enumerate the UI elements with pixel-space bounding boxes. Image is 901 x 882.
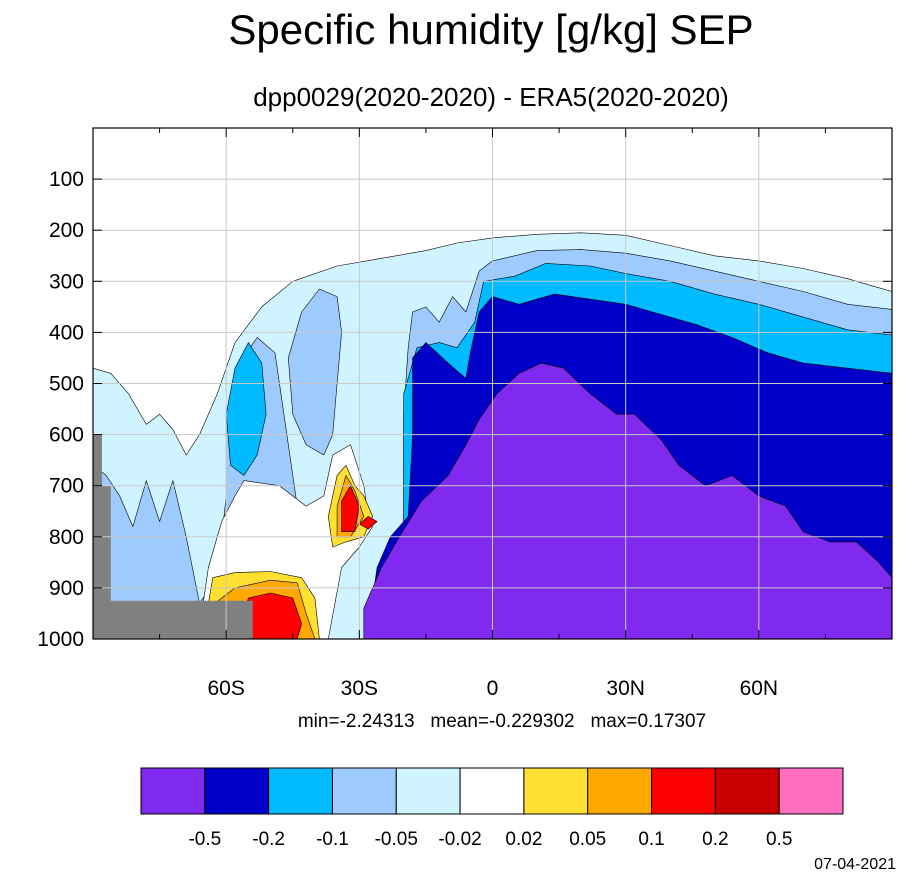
y-tick-label-5: 600 (49, 424, 84, 447)
colorbar-label-6: 0.05 (569, 829, 606, 850)
colorbar-label-5: 0.02 (505, 829, 542, 850)
missing-region-0 (93, 434, 253, 639)
y-tick-label-2: 300 (49, 270, 84, 293)
grid-lines (93, 128, 892, 640)
colorbar-label-0: -0.5 (188, 829, 221, 850)
colorbar-label-8: 0.2 (702, 829, 728, 850)
date-stamp: 07-04-2021 (814, 856, 896, 873)
colorbar-swatch-9 (714, 767, 780, 815)
x-axis: 60S 30S 0 30N 60N (159, 128, 826, 700)
colorbar-swatch-10 (778, 767, 844, 815)
missing-data-area (93, 434, 253, 639)
x-tick-label-0: 60S (207, 677, 244, 700)
colorbar-label-2: -0.1 (316, 829, 349, 850)
y-tick-label-7: 800 (49, 526, 84, 549)
colorbar-swatch-8 (651, 767, 716, 815)
colorbar-label-1: -0.2 (252, 829, 285, 850)
y-tick-label-9: 1000 (37, 628, 84, 651)
contour-region-4 (225, 342, 267, 476)
colorbar-label-4: -0.02 (438, 829, 481, 850)
colorbar-swatch-7 (587, 767, 653, 815)
y-tick-label-3: 400 (49, 321, 84, 344)
y-tick-label-0: 100 (49, 168, 84, 191)
colorbar-label-3: -0.05 (375, 829, 418, 850)
x-tick-label-4: 60N (740, 677, 779, 700)
colorbar-label-9: 0.5 (766, 829, 792, 850)
colorbar-swatch-4 (395, 767, 461, 815)
colorbar: -0.5 -0.2 -0.1 -0.05 -0.02 0.02 0.05 0.1 0.2 0.5 (140, 767, 844, 850)
colorbar-swatch-3 (331, 767, 397, 815)
y-tick-label-1: 200 (49, 219, 84, 242)
y-axis: 100 200 300 400 500 600 700 800 900 1000 (37, 168, 892, 651)
colorbar-swatch-0 (140, 767, 206, 815)
x-tick-label-1: 30S (341, 677, 378, 700)
stats-line: min=-2.24313 mean=-0.229302 max=0.17307 (298, 711, 706, 732)
colorbar-swatch-5 (459, 767, 525, 815)
x-tick-label-3: 30N (606, 677, 645, 700)
contour-region-15 (358, 516, 378, 530)
contour-region-14 (341, 485, 360, 533)
y-tick-label-4: 500 (49, 373, 84, 396)
colorbar-swatch-6 (523, 767, 589, 815)
colorbar-label-7: 0.1 (638, 829, 664, 850)
x-tick-label-2: 0 (487, 677, 499, 700)
chart-title: Specific humidity [g/kg] SEP (228, 6, 753, 53)
chart-subtitle: dpp0029(2020-2020) - ERA5(2020-2020) (253, 82, 729, 112)
colorbar-swatch-2 (268, 767, 333, 815)
y-tick-label-8: 900 (49, 577, 84, 600)
y-tick-label-6: 700 (49, 475, 84, 498)
colorbar-swatch-1 (204, 767, 270, 815)
